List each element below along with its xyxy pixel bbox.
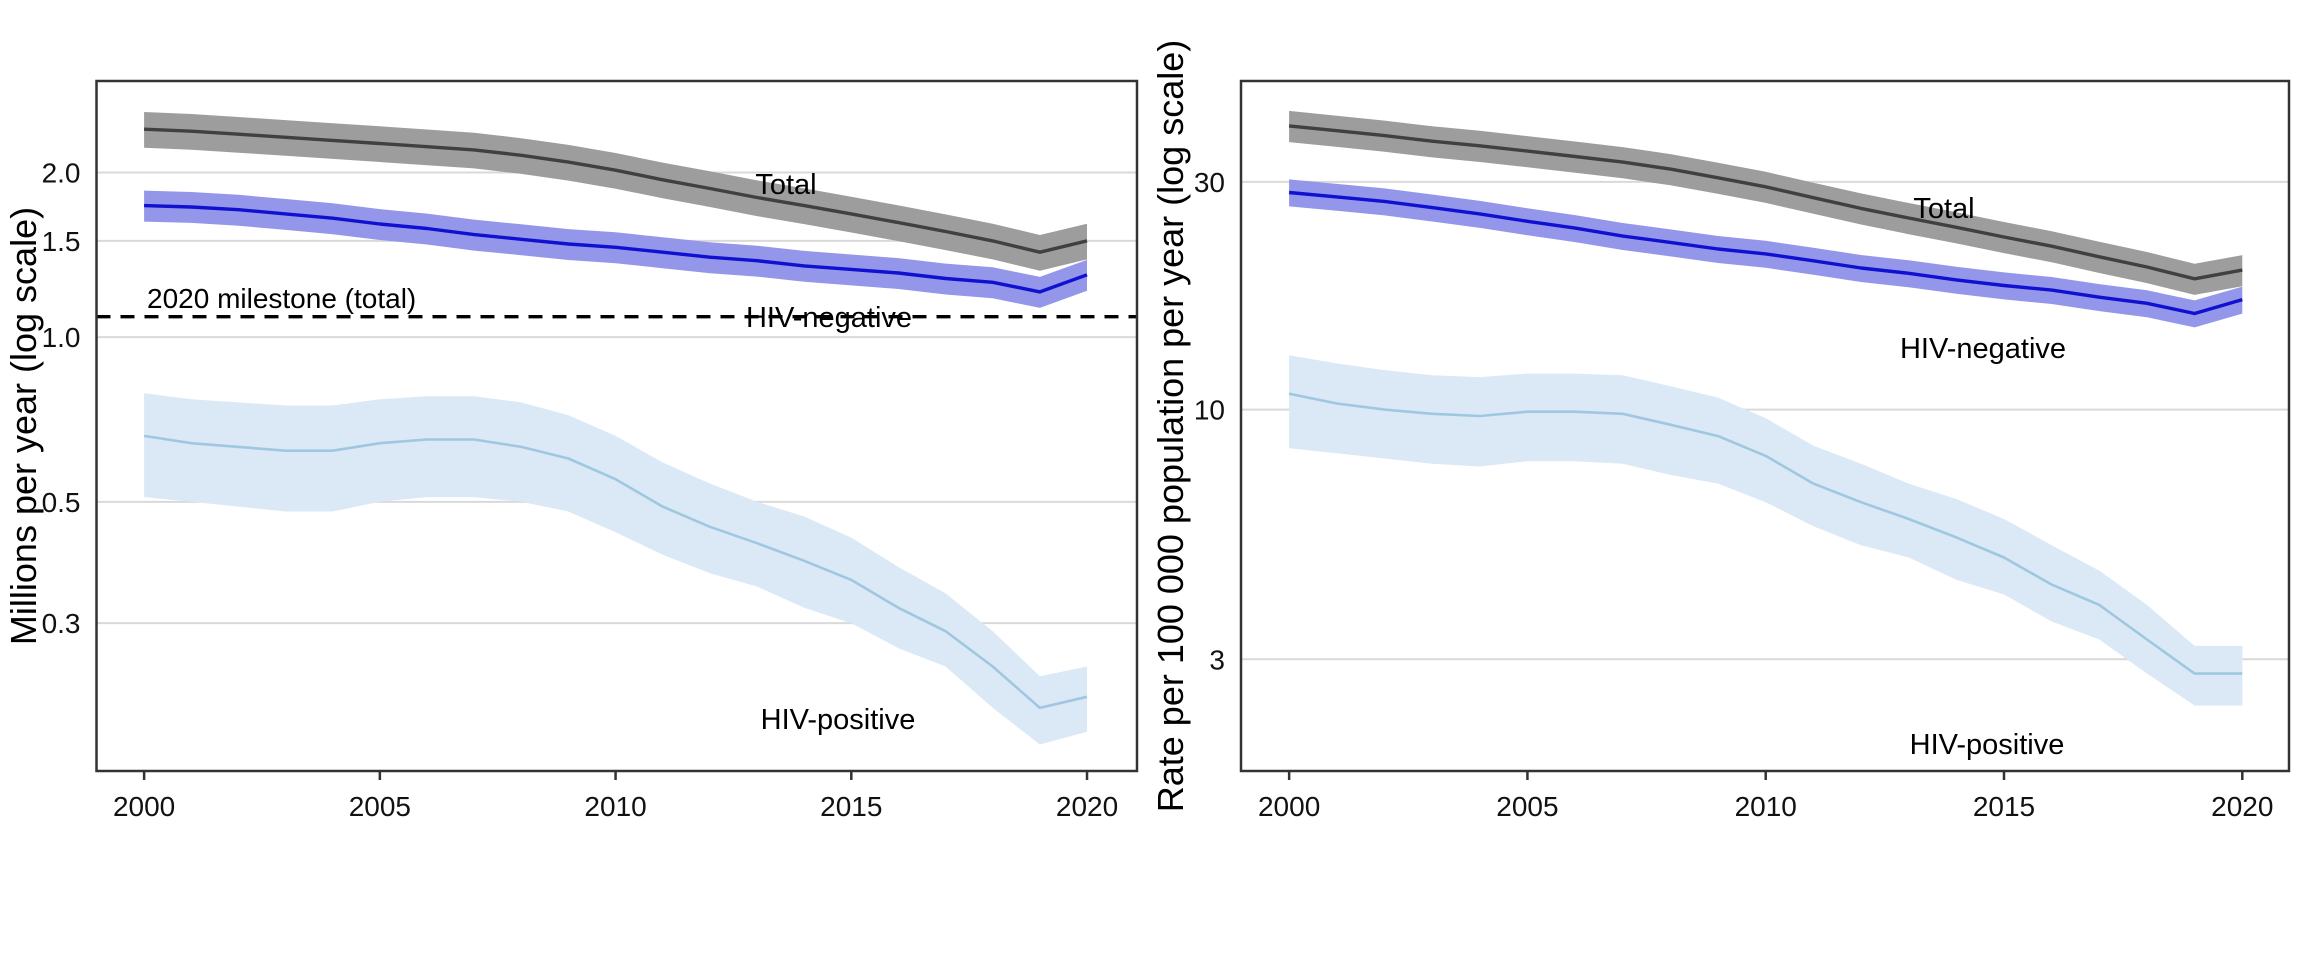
x-tick-label: 2020 [2211,791,2273,822]
y-axis-title: Millions per year (log scale) [3,207,44,645]
x-tick-label: 2015 [820,791,882,822]
x-tick-label: 2010 [1735,791,1797,822]
x-tick-label: 2005 [1496,791,1558,822]
x-tick-label: 2015 [1973,791,2035,822]
total-uncertainty-band [1289,110,2243,295]
hiv-negative-label: HIV-negative [1900,333,2066,365]
total-line [1288,124,2243,281]
y-tick-label: 0.5 [42,487,81,518]
y-tick-label: 1.5 [42,226,81,257]
total-label: Total [1913,193,1974,225]
hiv-positive-label: HIV-positive [1910,729,2065,761]
hiv-positive-uncertainty-band [1289,355,2243,706]
y-axis-title: Rate per 100 000 population per year (lo… [1150,40,1191,813]
hiv-negative-line [144,203,1088,294]
hiv-negative-uncertainty-band [144,190,1088,308]
hiv-negative-line [1288,190,2243,316]
x-tick-label: 2020 [1056,791,1118,822]
y-tick-label: 1.0 [42,322,81,353]
y-tick-label: 2.0 [42,158,81,189]
total-line [144,127,1088,254]
y-tick-label: 3 [1209,644,1225,675]
hiv-positive-line [143,434,1088,710]
y-tick-label: 30 [1194,167,1225,198]
total-uncertainty-band [144,112,1088,271]
left-chart-deaths: 2020 milestone (total) 2000 2005 2010 2015 20… [3,79,1139,822]
x-tick-label: 2000 [113,791,175,822]
milestone-label: 2020 milestone (total) [147,283,416,314]
hiv-positive-uncertainty-band [144,393,1088,745]
x-tick-label: 2005 [349,791,411,822]
hiv-negative-label: HIV-negative [746,302,912,334]
x-tick-label: 2000 [1258,791,1320,822]
y-tick-label: 0.3 [42,608,81,639]
hiv-positive-label: HIV-positive [761,704,916,736]
right-chart-rate: 2000 2005 2010 2015 2020 30 10 3 Total HIV-negati… [1150,40,2291,822]
x-tick-label: 2010 [584,791,646,822]
hiv-positive-line [1288,392,2243,675]
total-label: Total [755,169,816,201]
y-tick-label: 10 [1194,395,1225,426]
